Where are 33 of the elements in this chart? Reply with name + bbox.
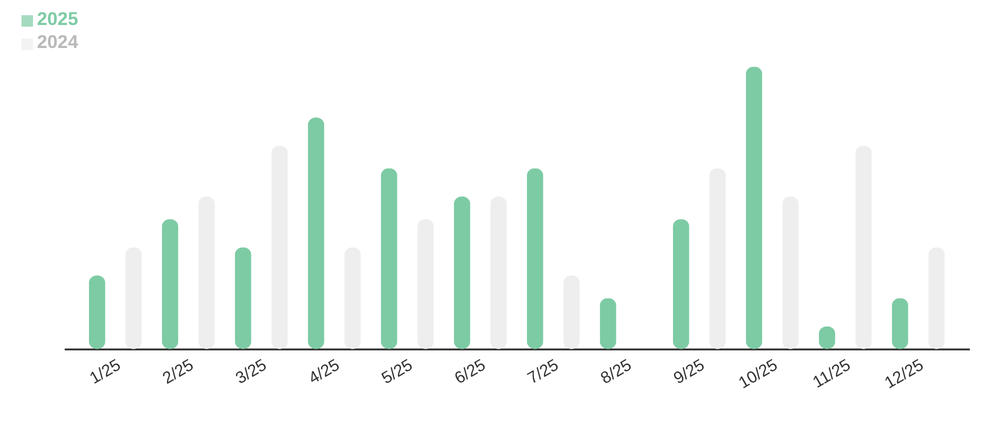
- bar: [234, 247, 252, 349]
- bar: [600, 298, 616, 349]
- bar: [928, 247, 945, 349]
- x-tick-label: 5/25: [378, 355, 416, 388]
- bar: [672, 219, 690, 349]
- bar: [380, 168, 398, 349]
- bar: [271, 146, 288, 349]
- x-tick-label: 4/25: [305, 355, 343, 388]
- bar: [709, 168, 726, 349]
- bar: [490, 196, 507, 349]
- bar: [746, 66, 762, 349]
- bar: [855, 146, 872, 349]
- x-tick-label: 8/25: [597, 355, 635, 388]
- x-tick-label: 2/25: [159, 355, 197, 388]
- x-tick-label: 7/25: [524, 355, 562, 388]
- legend-label: 2024: [36, 31, 79, 52]
- bar: [198, 196, 215, 349]
- legend-label: 2025: [36, 8, 78, 29]
- x-tick-label: 3/25: [232, 355, 270, 388]
- bar: [344, 247, 361, 349]
- bar: [454, 196, 470, 349]
- bar: [892, 298, 908, 349]
- bar: [308, 117, 324, 349]
- bar: [88, 276, 106, 349]
- bar: [526, 168, 544, 349]
- bar: [125, 247, 142, 349]
- x-tick-label: 1/25: [86, 355, 124, 388]
- bar: [782, 196, 799, 349]
- bar: [563, 276, 580, 349]
- bar: [162, 219, 178, 349]
- x-tick-label: 9/25: [670, 355, 708, 388]
- bar: [417, 219, 434, 349]
- x-tick-label: 6/25: [451, 355, 489, 388]
